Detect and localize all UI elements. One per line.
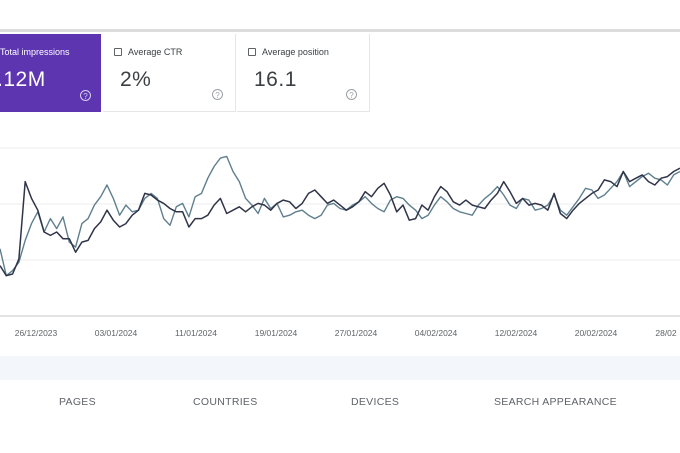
x-tick-label: 27/01/2024: [335, 328, 378, 338]
position-label: Average position: [262, 47, 329, 57]
series-line-2: [0, 167, 680, 277]
tab-search-appearance[interactable]: SEARCH APPEARANCE: [494, 396, 617, 408]
impressions-card[interactable]: Total impressions .12M ?: [0, 34, 101, 112]
x-tick-label: 11/01/2024: [175, 328, 217, 338]
top-divider: [0, 29, 680, 32]
x-tick-label: 26/12/2023: [15, 328, 58, 338]
metric-cards: Total impressions .12M ? Average CTR 2% …: [0, 34, 680, 112]
ctr-card[interactable]: Average CTR 2% ?: [103, 34, 236, 112]
x-tick-label: 20/02/2024: [575, 328, 618, 338]
performance-chart: 26/12/2023 03/01/2024 11/01/2024 19/01/2024…: [0, 140, 680, 350]
impressions-value: .12M: [0, 68, 46, 91]
tab-bar: PAGES COUNTRIES DEVICES SEARCH APPEARANC…: [0, 396, 680, 416]
series-line-1: [0, 155, 680, 277]
chart-svg: 26/12/2023 03/01/2024 11/01/2024 19/01/2024…: [0, 147, 680, 338]
position-value: 16.1: [254, 68, 297, 91]
separator-band: [0, 356, 680, 380]
ctr-value: 2%: [120, 68, 152, 91]
help-icon[interactable]: ?: [212, 89, 223, 100]
impressions-label: Total impressions: [0, 47, 70, 57]
ctr-label: Average CTR: [128, 47, 183, 57]
x-tick-label: 28/02: [655, 328, 677, 338]
help-icon[interactable]: ?: [80, 90, 91, 101]
x-tick-label: 04/02/2024: [415, 328, 458, 338]
tab-pages[interactable]: PAGES: [59, 396, 96, 408]
x-tick-label: 03/01/2024: [95, 328, 138, 338]
help-icon[interactable]: ?: [346, 89, 357, 100]
position-checkbox[interactable]: [248, 48, 256, 56]
x-tick-label: 12/02/2024: [495, 328, 538, 338]
tab-countries[interactable]: COUNTRIES: [193, 396, 258, 408]
x-tick-label: 19/01/2024: [255, 328, 298, 338]
ctr-checkbox[interactable]: [114, 48, 122, 56]
tab-devices[interactable]: DEVICES: [351, 396, 400, 408]
position-card[interactable]: Average position 16.1 ?: [237, 34, 370, 112]
